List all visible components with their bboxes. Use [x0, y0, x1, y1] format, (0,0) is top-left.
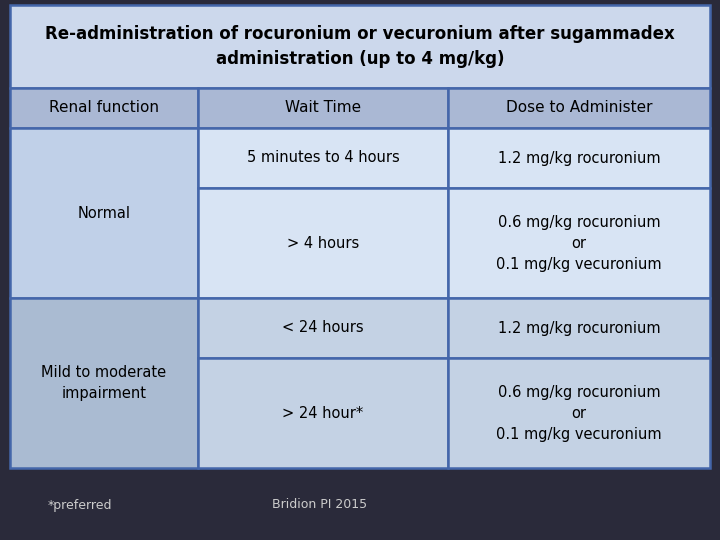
Bar [10, 88, 198, 128]
Bar [448, 88, 710, 128]
Bar [198, 188, 448, 298]
Bar [10, 128, 198, 298]
Text: Renal function: Renal function [49, 100, 159, 116]
Text: 0.6 mg/kg rocuronium
or
0.1 mg/kg vecuronium: 0.6 mg/kg rocuronium or 0.1 mg/kg vecuro… [496, 384, 662, 442]
Text: 1.2 mg/kg rocuronium: 1.2 mg/kg rocuronium [498, 151, 660, 165]
Bar [448, 188, 710, 298]
Text: 1.2 mg/kg rocuronium: 1.2 mg/kg rocuronium [498, 321, 660, 335]
Bar [198, 358, 448, 468]
Bar [198, 128, 448, 188]
Text: Mild to moderate
impairment: Mild to moderate impairment [42, 365, 166, 401]
Text: Bridion PI 2015: Bridion PI 2015 [272, 498, 368, 511]
Text: < 24 hours: < 24 hours [282, 321, 364, 335]
Bar [10, 298, 198, 468]
Text: 5 minutes to 4 hours: 5 minutes to 4 hours [247, 151, 400, 165]
Bar [448, 128, 710, 188]
Text: Re-administration of rocuronium or vecuronium after sugammadex
administration (u: Re-administration of rocuronium or vecur… [45, 25, 675, 68]
Bar [198, 298, 448, 358]
Text: > 24 hour*: > 24 hour* [282, 406, 364, 421]
Text: Wait Time: Wait Time [285, 100, 361, 116]
Text: > 4 hours: > 4 hours [287, 235, 359, 251]
Bar [10, 5, 710, 88]
Bar [198, 88, 448, 128]
Bar [448, 358, 710, 468]
Text: Normal: Normal [78, 206, 130, 220]
Text: Dose to Administer: Dose to Administer [505, 100, 652, 116]
Text: 0.6 mg/kg rocuronium
or
0.1 mg/kg vecuronium: 0.6 mg/kg rocuronium or 0.1 mg/kg vecuro… [496, 214, 662, 272]
Text: *preferred: *preferred [48, 498, 112, 511]
Bar [448, 298, 710, 358]
